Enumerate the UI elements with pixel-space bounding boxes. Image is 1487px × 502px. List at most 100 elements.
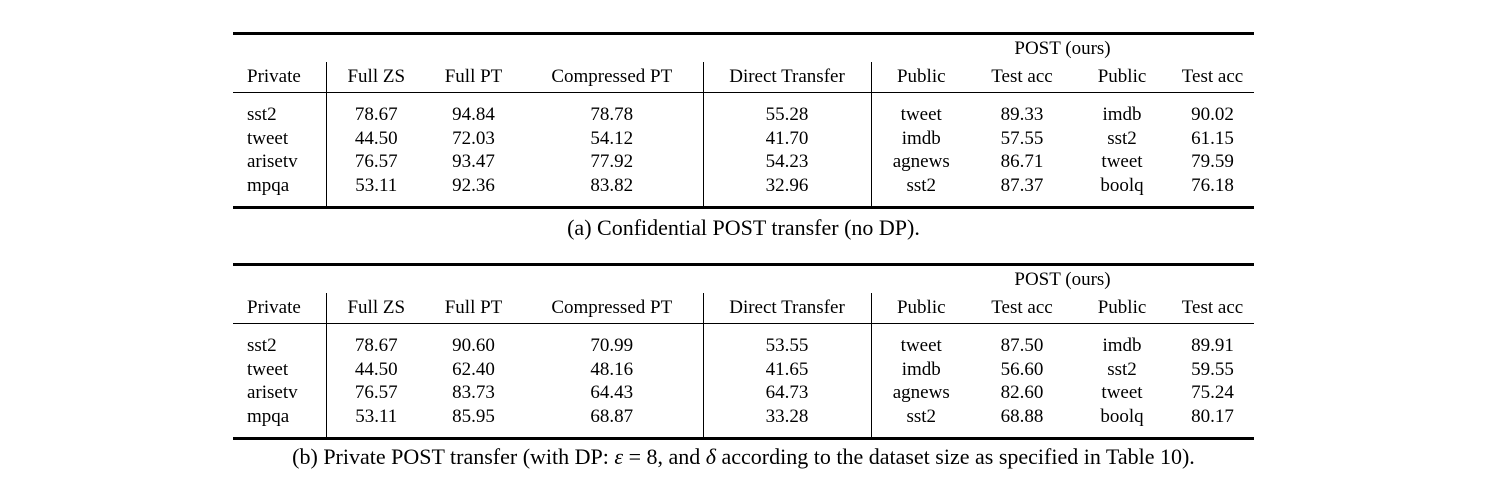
value-cell: 90.02 [1191,104,1234,125]
col-header-public-1: Public [870,293,971,324]
value-cell: 61.15 [1191,127,1234,149]
col-header-full-pt: Full PT [426,293,521,324]
value-cell: 80.17 [1191,405,1234,427]
table-b: POST (ours) Private Full ZS Full PT Comp… [233,263,1254,440]
public-dataset-cell: tweet [1101,151,1143,172]
value-cell: 77.92 [590,151,634,172]
col-header-direct-transfer: Direct Transfer [702,293,871,324]
col-header-test-acc-2: Test acc [1171,293,1254,324]
private-dataset-cell: arisetv [247,382,298,403]
public-dataset-cell: imdb [870,357,971,381]
value-cell: 70.99 [590,335,634,356]
col-header-full-zs: Full ZS [325,293,426,324]
value-cell: 48.16 [590,358,634,380]
value-cell: 55.28 [702,92,871,127]
table-a-wrap: POST (ours) Private Full ZS Full PT Comp… [233,0,1254,209]
public-dataset-cell: tweet [870,323,971,358]
caption-text: = 8, and [623,444,706,469]
value-cell: 93.47 [452,151,495,172]
col-header-private: Private [233,293,326,324]
col-header-direct-transfer: Direct Transfer [702,62,871,93]
table-b-wrap: POST (ours) Private Full ZS Full PT Comp… [233,263,1254,440]
post-ours-header: POST (ours) [1014,269,1111,290]
value-cell: 62.40 [452,358,495,380]
col-header-public-1: Public [870,62,971,93]
table-row: sst2 78.67 90.60 70.99 53.55 tweet 87.50… [233,323,1254,358]
table-row: mpqa 53.11 85.95 68.87 33.28 sst2 68.88 … [233,404,1254,439]
value-cell: 44.50 [325,126,426,150]
value-cell: 86.71 [1000,151,1044,172]
value-cell: 41.70 [702,126,871,150]
caption-text: (b) Private POST transfer (with DP: [292,444,615,469]
col-header-full-zs: Full ZS [325,62,426,93]
public-dataset-cell: agnews [870,150,971,174]
col-header-compressed-pt: Compressed PT [521,293,703,324]
value-cell: 64.73 [702,381,871,405]
public-dataset-cell: boolq [1100,174,1144,196]
private-dataset-cell: mpqa [247,174,290,196]
column-header-row: Private Full ZS Full PT Compressed PT Di… [233,293,1254,324]
value-cell: 41.65 [702,357,871,381]
value-cell: 76.57 [325,150,426,174]
delta-symbol: δ [705,444,716,469]
table-row: mpqa 53.11 92.36 83.82 32.96 sst2 87.37 … [233,173,1254,208]
col-header-public-2: Public [1073,293,1171,324]
group-header-row: POST (ours) [233,265,1254,294]
value-cell: 54.12 [590,127,634,149]
public-dataset-cell: tweet [870,92,971,127]
value-cell: 85.95 [452,405,495,427]
table-a: POST (ours) Private Full ZS Full PT Comp… [233,32,1254,209]
public-dataset-cell: agnews [870,381,971,405]
col-header-full-pt: Full PT [426,62,521,93]
value-cell: 94.84 [452,104,495,125]
public-dataset-cell: sst2 [870,173,971,208]
epsilon-symbol: ε [614,444,624,469]
group-header-spacer [233,34,871,63]
value-cell: 83.73 [452,382,495,403]
value-cell: 87.37 [1000,174,1044,196]
caption-text: according to the dataset size as specifi… [715,444,1195,469]
caption-text: (a) Confidential POST transfer (no DP). [567,215,920,240]
value-cell: 83.82 [590,174,634,196]
value-cell: 76.57 [325,381,426,405]
col-header-compressed-pt: Compressed PT [521,62,703,93]
value-cell: 75.24 [1191,382,1234,403]
group-header-spacer [233,265,871,294]
value-cell: 78.67 [325,323,426,358]
value-cell: 82.60 [1000,382,1044,403]
value-cell: 68.88 [1000,405,1044,427]
value-cell: 33.28 [702,404,871,439]
value-cell: 53.11 [325,404,426,439]
value-cell: 53.55 [702,323,871,358]
value-cell: 76.18 [1191,174,1234,196]
value-cell: 87.50 [1000,335,1044,356]
value-cell: 89.91 [1191,335,1234,356]
value-cell: 78.78 [590,104,634,125]
col-header-public-2: Public [1073,62,1171,93]
col-header-test-acc-1: Test acc [971,62,1073,93]
value-cell: 53.11 [325,173,426,208]
value-cell: 72.03 [452,127,495,149]
private-dataset-cell: sst2 [247,104,277,125]
public-dataset-cell: imdb [1102,335,1142,356]
value-cell: 57.55 [1000,127,1044,149]
table-row: arisetv 76.57 83.73 64.43 64.73 agnews 8… [233,381,1254,405]
private-dataset-cell: sst2 [247,335,277,356]
group-header-row: POST (ours) [233,34,1254,63]
value-cell: 89.33 [1000,104,1044,125]
value-cell: 56.60 [1000,358,1044,380]
table-row: tweet 44.50 62.40 48.16 41.65 imdb 56.60… [233,357,1254,381]
column-header-row: Private Full ZS Full PT Compressed PT Di… [233,62,1254,93]
value-cell: 54.23 [702,150,871,174]
public-dataset-cell: sst2 [870,404,971,439]
value-cell: 90.60 [452,335,495,356]
value-cell: 78.67 [325,92,426,127]
value-cell: 64.43 [590,382,634,403]
table-row: arisetv 76.57 93.47 77.92 54.23 agnews 8… [233,150,1254,174]
private-dataset-cell: tweet [247,127,289,149]
table-a-caption: (a) Confidential POST transfer (no DP). [0,214,1487,241]
public-dataset-cell: imdb [870,126,971,150]
col-header-test-acc-1: Test acc [971,293,1073,324]
private-dataset-cell: mpqa [247,405,290,427]
